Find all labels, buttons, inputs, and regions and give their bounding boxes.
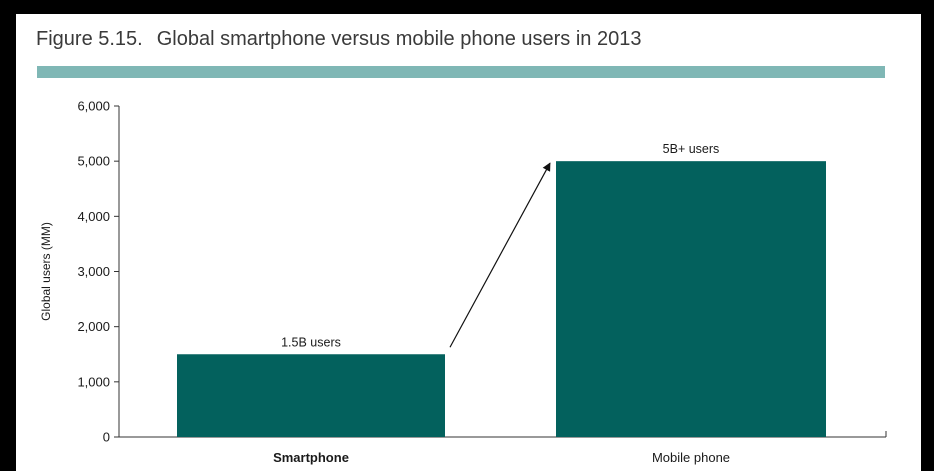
y-tick-label: 5,000 [77, 154, 110, 169]
bar-smartphone [177, 354, 445, 437]
y-axis-label: Global users (MM) [39, 222, 53, 321]
y-tick-label: 3,000 [77, 264, 110, 279]
y-tick-label: 4,000 [77, 209, 110, 224]
figure-panel: Figure 5.15. Global smartphone versus mob… [16, 14, 921, 471]
y-tick-label: 0 [103, 430, 110, 445]
y-tick-label: 1,000 [77, 374, 110, 389]
y-tick-label: 2,000 [77, 319, 110, 334]
title-rule [37, 66, 885, 78]
y-axis-ticks: 0 1,000 2,000 3,000 4,000 5,000 6,000 [77, 99, 887, 445]
category-label: Mobile phone [652, 450, 730, 465]
figure-number: Figure 5.15. [36, 28, 143, 50]
category-label: Smartphone [273, 450, 349, 465]
data-label: 1.5B users [281, 335, 341, 349]
figure-title-text: Global smartphone versus mobile phone us… [156, 28, 642, 50]
figure-title: Figure 5.15. Global smartphone versus mob… [36, 28, 641, 51]
data-label: 5B+ users [663, 142, 720, 156]
bar-mobile-phone [556, 161, 826, 437]
growth-arrow [449, 162, 551, 348]
y-tick-label: 6,000 [77, 99, 110, 114]
bars: 1.5B users Smartphone 5B+ users Mobile phon… [177, 142, 826, 465]
bar-chart: 0 1,000 2,000 3,000 4,000 5,000 6,000 Global u… [39, 99, 887, 465]
